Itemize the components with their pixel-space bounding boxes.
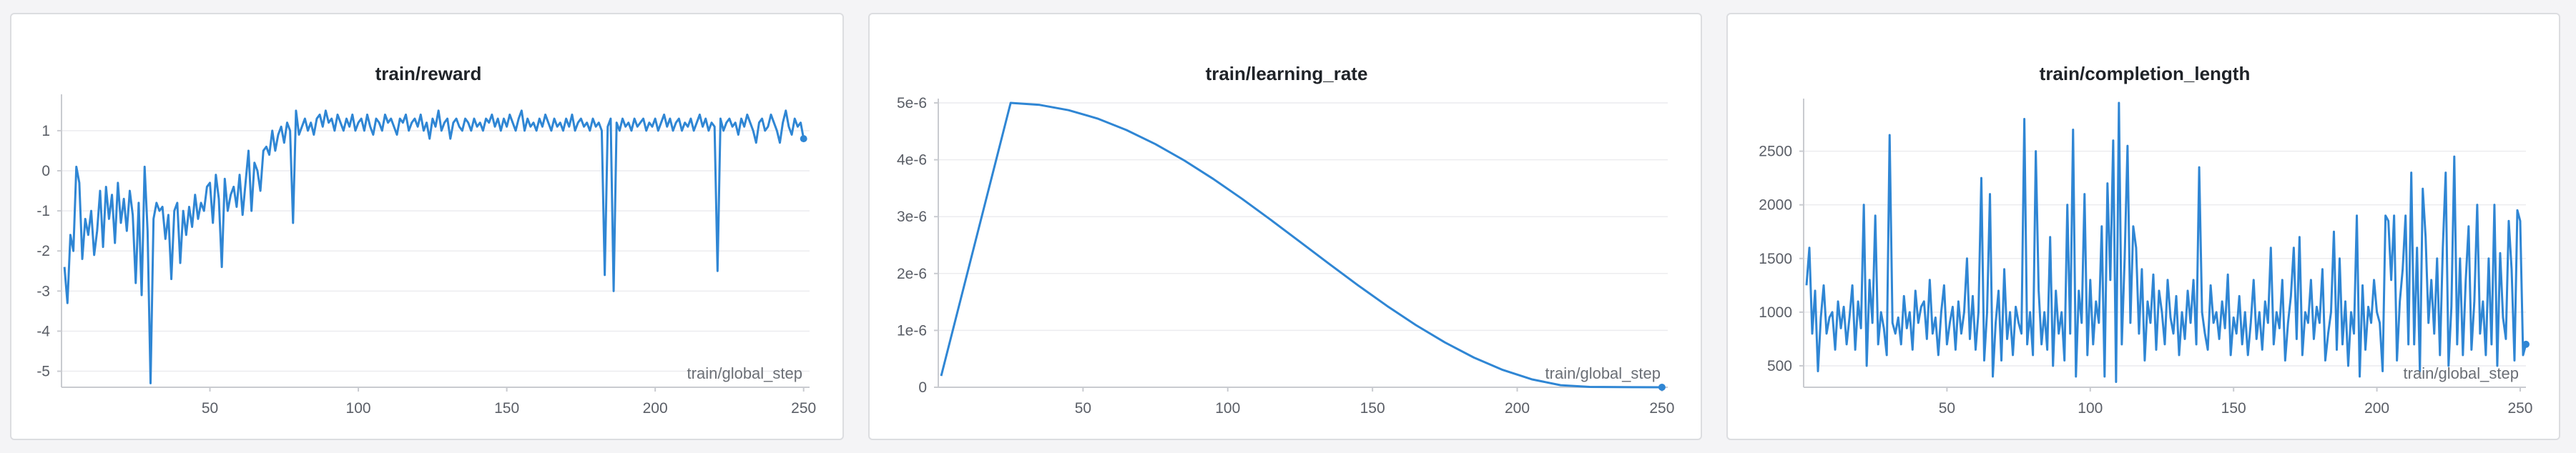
- chart-panel-reward: train/reward 1 0 -1 -2 -3 -4 -5 50 100 150 200 250 …: [10, 13, 844, 440]
- y-tick-label: -5: [36, 364, 50, 380]
- x-axis-label: train/global_step: [687, 364, 802, 382]
- last-point-marker: [800, 135, 807, 143]
- y-tick-label: 1e-6: [897, 322, 927, 339]
- x-tick-label: 150: [2221, 400, 2246, 417]
- chart-panel-learning-rate: train/learning_rate 5e-6 4e-6 3e-6 2e-6 1e-6…: [868, 13, 1702, 440]
- chart-panel-completion-length: train/completion_length 2500 2000 1500 1000…: [1726, 13, 2560, 440]
- y-tick-label: 2000: [1759, 197, 1792, 214]
- y-tick-label: 0: [41, 163, 50, 179]
- y-tick-label: 500: [1767, 358, 1792, 374]
- y-tick-label: 1000: [1759, 304, 1792, 321]
- series-line: [940, 101, 1662, 389]
- x-tick-label: 100: [346, 400, 371, 417]
- y-tick-label: -3: [36, 283, 50, 299]
- last-point-marker: [1658, 384, 1666, 391]
- x-axis-label: train/global_step: [1545, 364, 1661, 382]
- x-tick-label: 250: [1649, 400, 1674, 417]
- x-tick-label: 50: [1939, 400, 1955, 417]
- y-tick-label: 2500: [1759, 144, 1792, 160]
- x-tick-label: 50: [202, 400, 218, 417]
- y-tick-label: -1: [36, 203, 50, 219]
- y-tick-label: 2e-6: [897, 266, 927, 282]
- learning-rate-chart: train/learning_rate 5e-6 4e-6 3e-6 2e-6 1e-6…: [897, 63, 1674, 417]
- series-line: [63, 109, 805, 384]
- y-tick-label: -2: [36, 243, 50, 259]
- y-tick-label: 5e-6: [897, 95, 927, 111]
- reward-chart: train/reward 10-1-2-3-4-550 100 150 200 250 …: [36, 63, 816, 417]
- y-tick-label: 1: [41, 123, 50, 139]
- x-tick-label: 100: [1215, 400, 1240, 417]
- last-point-marker: [2522, 340, 2530, 348]
- x-tick-label: 50: [1075, 400, 1091, 417]
- x-axis-label: train/global_step: [2404, 364, 2519, 382]
- x-tick-label: 200: [1505, 400, 1530, 417]
- series-line: [1805, 101, 2527, 383]
- completion-length-chart: train/completion_length 2500 2000 1500 1000…: [1759, 63, 2532, 417]
- x-tick-label: 250: [2507, 400, 2532, 417]
- y-tick-label: 3e-6: [897, 209, 927, 225]
- chart-title: train/reward: [375, 63, 482, 84]
- x-tick-label: 150: [494, 400, 519, 417]
- x-tick-label: 250: [791, 400, 816, 417]
- chart-title: train/learning_rate: [1206, 63, 1368, 84]
- chart-title: train/completion_length: [2040, 63, 2251, 84]
- x-tick-label: 150: [1360, 400, 1385, 417]
- x-tick-label: 100: [2078, 400, 2103, 417]
- y-tick-label: 0: [918, 379, 927, 396]
- y-tick-label: 1500: [1759, 251, 1792, 267]
- y-tick-label: 4e-6: [897, 152, 927, 169]
- x-tick-label: 200: [2364, 400, 2389, 417]
- x-tick-label: 200: [643, 400, 668, 417]
- y-tick-label: -4: [36, 323, 50, 339]
